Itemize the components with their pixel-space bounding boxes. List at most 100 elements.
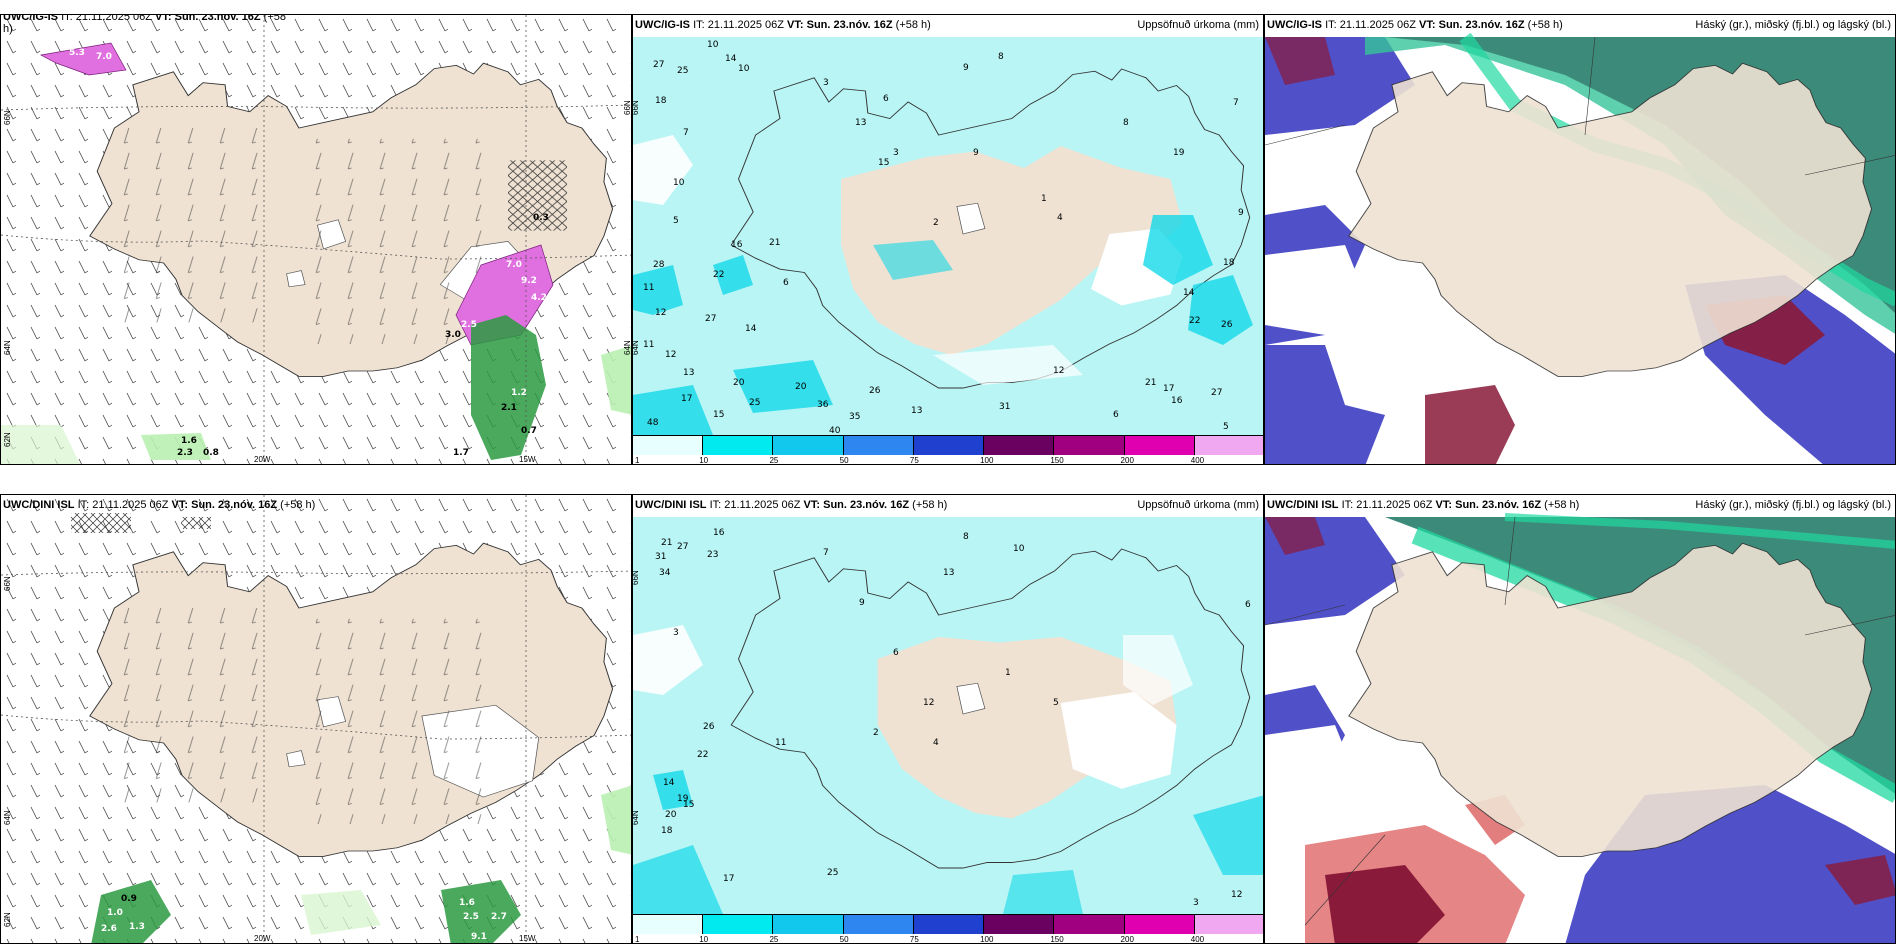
colorbar-segment	[703, 436, 774, 455]
svg-text:14: 14	[745, 324, 757, 334]
svg-text:13: 13	[911, 406, 922, 416]
svg-text:16: 16	[731, 240, 743, 250]
valid-time: VT: Sun. 23.nóv. 16Z	[155, 14, 261, 23]
svg-text:27: 27	[677, 542, 688, 552]
init-time: IT: 21.11.2025 06Z	[709, 499, 801, 511]
colorbar-tick: 50	[839, 456, 849, 465]
lead-time: (+58 h)	[912, 499, 948, 511]
svg-text:31: 31	[655, 552, 666, 562]
svg-text:40: 40	[829, 426, 841, 435]
svg-text:17: 17	[1163, 384, 1174, 394]
init-time: IT: 21.11.2025 06Z	[1341, 499, 1433, 511]
svg-text:21: 21	[769, 238, 780, 248]
colorbar-tick: 200	[1120, 935, 1134, 944]
colorbar-segment	[1124, 436, 1195, 455]
lat-label: 62N	[3, 432, 12, 447]
gust-label: 2.3	[177, 448, 193, 458]
precip-numbers: 21 27 16 31 23 34 7 8 10 13 3 6 9 12 5 4…	[655, 528, 1251, 908]
colorbar-tick: 1	[635, 456, 640, 465]
colorbar-tick: 25	[769, 935, 779, 944]
gust-label: 0.9	[121, 894, 137, 904]
cloud-title: Háský (gr.), miðský (fj.bl.) og lágský (…	[1695, 499, 1891, 511]
svg-text:16: 16	[713, 528, 725, 538]
cloud-header: UWC/DINI ISL IT: 21.11.2025 06Z VT: Sun.…	[1267, 499, 1579, 511]
lead-time: (+58 h)	[1527, 19, 1563, 31]
lat-label: 66N	[3, 576, 12, 591]
svg-text:22: 22	[1189, 316, 1200, 326]
valid-time: VT: Sun. 23.nóv. 16Z	[171, 499, 278, 511]
svg-text:6: 6	[783, 278, 789, 288]
svg-text:14: 14	[725, 54, 737, 64]
svg-text:9: 9	[963, 63, 969, 73]
colorbar-tick: 75	[909, 935, 919, 944]
gust-label: 1.7	[453, 448, 469, 458]
gust-label: 1.0	[107, 908, 123, 918]
precip-panel-bottom: 21 27 16 31 23 34 7 8 10 13 3 6 9 12 5 4…	[632, 494, 1264, 944]
colorbar-segment	[984, 436, 1055, 455]
svg-text:10: 10	[673, 178, 685, 188]
init-time: IT: 21.11.2025 06Z	[1325, 19, 1416, 31]
svg-text:20: 20	[795, 382, 807, 392]
model-name: UWC/DINI ISL	[1267, 499, 1339, 511]
gust-label: 1.3	[129, 922, 145, 932]
svg-text:36: 36	[817, 400, 829, 410]
svg-text:26: 26	[869, 386, 881, 396]
lat-label: 64N	[632, 340, 640, 355]
svg-text:4: 4	[1057, 213, 1063, 223]
svg-text:5: 5	[1053, 698, 1059, 708]
svg-text:27: 27	[1211, 388, 1222, 398]
svg-text:20: 20	[733, 378, 745, 388]
colorbar-tick: 1	[635, 935, 640, 944]
lead-time: (+58	[263, 14, 286, 23]
svg-text:18: 18	[655, 96, 667, 106]
gust-label: 9.2	[521, 276, 537, 286]
model-name: UWC/DINI ISL	[3, 499, 75, 511]
lon-label: 20W	[254, 934, 271, 943]
colorbar-segment	[1194, 436, 1263, 455]
wind-panel-top: 5.3 7.0 0.3 7.0 9.2 4.2 3.0 2.5 1.2 0.7 …	[0, 14, 632, 465]
svg-text:25: 25	[827, 868, 838, 878]
cloud-map-bottom	[1265, 513, 1895, 943]
svg-text:8: 8	[998, 52, 1004, 62]
colorbar-tick: 150	[1050, 935, 1064, 944]
svg-text:17: 17	[723, 874, 734, 884]
model-name: UWC/IG-IS	[635, 19, 690, 31]
gust-label: 9.1	[471, 932, 487, 942]
colorbar-segment	[843, 436, 914, 455]
svg-text:3: 3	[673, 628, 679, 638]
gust-label: 2.1	[501, 403, 517, 413]
svg-text:35: 35	[849, 412, 860, 422]
lat-label: 64N	[623, 340, 632, 355]
svg-text:13: 13	[855, 118, 866, 128]
svg-text:12: 12	[1231, 890, 1242, 900]
wind-header: UWC/IG-IS IT: 21.11.2025 06Z VT: Sun. 23…	[3, 14, 286, 23]
gust-label: 7.0	[96, 52, 112, 62]
wind-map-top: 5.3 7.0 0.3 7.0 9.2 4.2 3.0 2.5 1.2 0.7 …	[1, 15, 631, 464]
wind-map-bottom: 0.9 1.0 2.6 1.3 1.6 2.5 2.7 9.1	[1, 495, 631, 943]
wind-header: UWC/DINI ISL IT: 21.11.2025 06Z VT: Sun.…	[3, 499, 315, 511]
svg-text:16: 16	[1171, 396, 1183, 406]
svg-text:12: 12	[1053, 366, 1064, 376]
svg-text:25: 25	[749, 398, 760, 408]
gust-label: 0.7	[521, 426, 537, 436]
svg-text:22: 22	[713, 270, 724, 280]
gust-label: 2.6	[101, 924, 117, 934]
lead-time: (+58 h)	[1544, 499, 1580, 511]
colorbar-tick: 150	[1050, 456, 1064, 465]
svg-text:18: 18	[1223, 258, 1235, 268]
lat-label: 66N	[632, 100, 640, 115]
svg-text:2: 2	[933, 218, 939, 228]
colorbar-tick: 50	[839, 935, 849, 944]
lon-label: 15W	[519, 455, 536, 464]
svg-text:7: 7	[683, 128, 689, 138]
colorbar-segment	[633, 436, 704, 455]
gust-blob	[39, 42, 127, 76]
svg-text:10: 10	[738, 64, 750, 74]
svg-text:8: 8	[963, 532, 969, 542]
svg-text:9: 9	[973, 148, 979, 158]
init-time: IT: 21.11.2025 06Z	[61, 14, 152, 23]
svg-text:10: 10	[1013, 544, 1025, 554]
colorbar-segment	[913, 915, 985, 934]
valid-time: VT: Sun. 23.nóv. 16Z	[1419, 19, 1525, 31]
svg-text:34: 34	[659, 568, 671, 578]
